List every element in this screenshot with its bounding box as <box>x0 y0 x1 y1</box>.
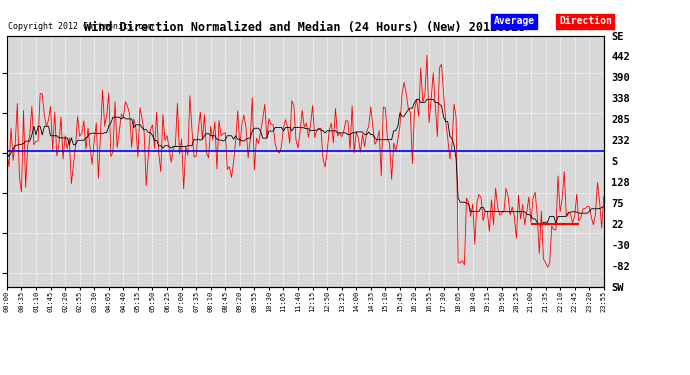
Text: Copyright 2012 Cartronics.com: Copyright 2012 Cartronics.com <box>8 22 153 31</box>
Title: Wind Direction Normalized and Median (24 Hours) (New) 20120925: Wind Direction Normalized and Median (24… <box>84 21 526 34</box>
Text: Average: Average <box>493 16 535 26</box>
Text: Direction: Direction <box>559 16 612 26</box>
